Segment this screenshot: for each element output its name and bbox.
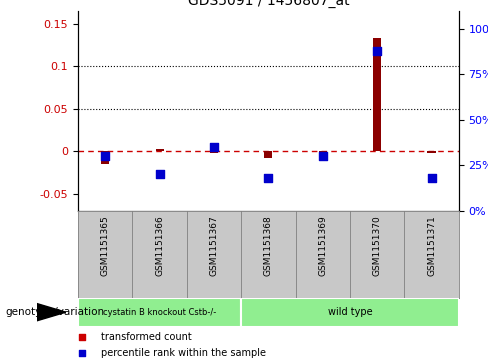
Text: transformed count: transformed count xyxy=(101,331,192,342)
Point xyxy=(299,281,307,286)
Text: GSM1151365: GSM1151365 xyxy=(101,215,110,276)
Bar xyxy=(264,151,272,158)
Text: GSM1151366: GSM1151366 xyxy=(155,215,164,276)
Text: GSM1151369: GSM1151369 xyxy=(318,215,327,276)
Point xyxy=(427,175,435,181)
Text: cystatin B knockout Cstb-/-: cystatin B knockout Cstb-/- xyxy=(103,308,216,317)
Title: GDS5091 / 1456807_at: GDS5091 / 1456807_at xyxy=(187,0,349,8)
Text: GSM1151367: GSM1151367 xyxy=(209,215,219,276)
Bar xyxy=(101,151,109,164)
Bar xyxy=(427,151,436,153)
Point xyxy=(210,144,218,150)
Bar xyxy=(210,151,218,153)
Point xyxy=(319,153,326,159)
Point xyxy=(102,153,109,159)
Bar xyxy=(373,38,381,151)
Text: GSM1151370: GSM1151370 xyxy=(373,215,382,276)
Polygon shape xyxy=(37,303,66,321)
Bar xyxy=(78,298,241,327)
Text: percentile rank within the sample: percentile rank within the sample xyxy=(101,348,266,358)
Point xyxy=(156,171,163,177)
Point xyxy=(373,48,381,54)
Bar xyxy=(319,151,327,154)
Bar xyxy=(241,298,459,327)
Text: GSM1151371: GSM1151371 xyxy=(427,215,436,276)
Text: wild type: wild type xyxy=(327,307,372,317)
Text: genotype/variation: genotype/variation xyxy=(5,307,104,317)
Text: GSM1151368: GSM1151368 xyxy=(264,215,273,276)
Bar xyxy=(156,149,164,151)
Point xyxy=(299,132,307,138)
Point xyxy=(264,175,272,181)
